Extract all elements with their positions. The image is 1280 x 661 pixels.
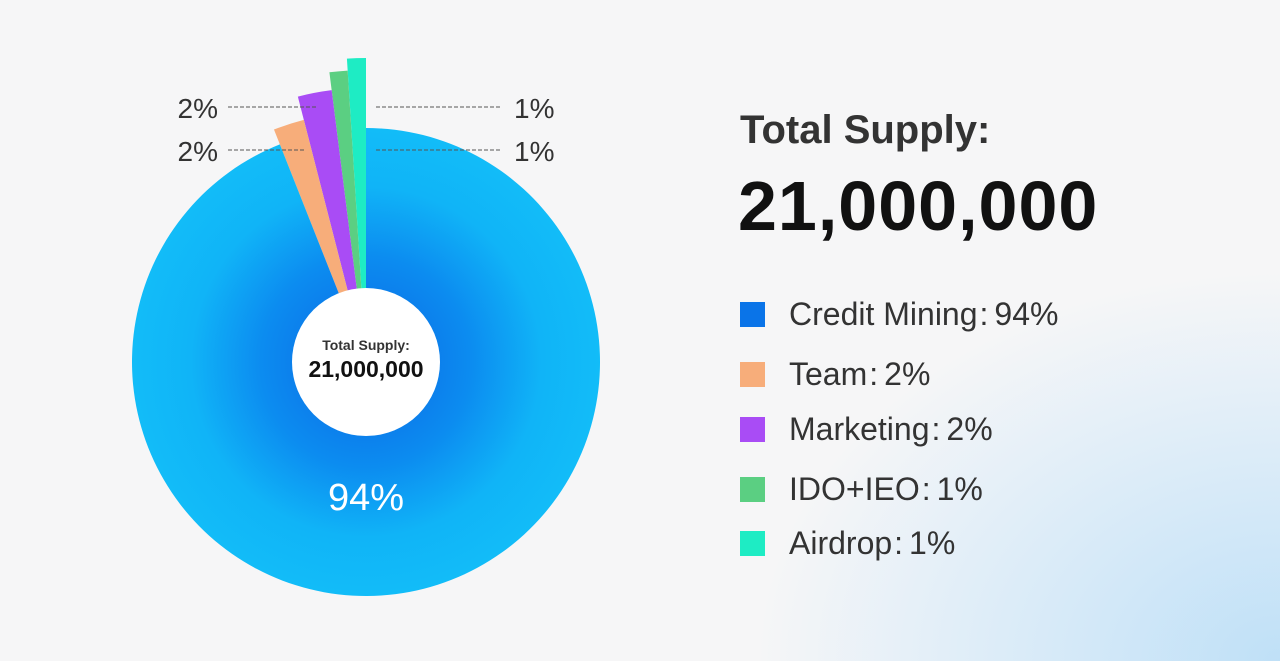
legend-swatch [740,302,765,327]
legend-label: IDO+IEO [789,471,920,507]
legend-item-team: Team:2% [740,356,930,393]
data-label-marketing: 2% [178,93,218,124]
legend-swatch [740,417,765,442]
legend-item-credit-mining: Credit Mining:94% [740,296,1058,333]
legend-item-ido-ieo: IDO+IEO:1% [740,471,983,508]
total-supply-title: Total Supply: [740,108,991,152]
data-label-credit-mining: 94% [328,477,404,519]
total-supply-value: 21,000,000 [738,167,1099,245]
legend-label: Team [789,356,868,392]
data-label-ido-ieo: 1% [514,136,554,167]
legend-item-airdrop: Airdrop:1% [740,525,955,562]
legend-label: Airdrop [789,525,893,561]
center-title: Total Supply: [322,337,410,353]
legend-label: Marketing [789,411,930,447]
data-label-team: 2% [178,136,218,167]
legend-item-marketing: Marketing:2% [740,411,993,448]
legend-swatch [740,531,765,556]
legend-value: 2% [884,356,931,392]
legend-value: 2% [946,411,993,447]
legend-label: Credit Mining [789,296,978,332]
donut-hole [292,288,440,436]
legend-value: 94% [994,296,1059,332]
legend-value: 1% [936,471,983,507]
data-label-airdrop: 1% [514,93,554,124]
pie-slice-airdrop [346,58,366,362]
legend-value: 1% [909,525,956,561]
center-total: 21,000,000 [308,356,423,382]
legend-swatch [740,362,765,387]
legend-swatch [740,477,765,502]
